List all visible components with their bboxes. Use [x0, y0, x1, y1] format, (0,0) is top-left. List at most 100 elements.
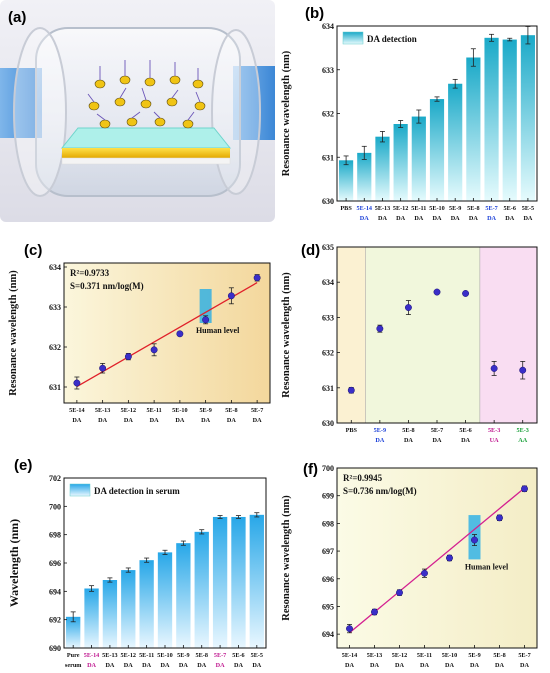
- x-tick-label: 5E-12: [121, 652, 136, 659]
- y-tick-label: 633: [322, 313, 334, 322]
- panel-label: (a): [8, 9, 26, 26]
- x-tick-sublabel: DA: [404, 437, 413, 444]
- x-tick-sublabel: DA: [360, 215, 369, 222]
- legend-swatch: [342, 31, 364, 45]
- x-tick-sublabel: DA: [216, 662, 225, 669]
- y-tick-label: 690: [49, 644, 61, 653]
- x-tick-sublabel: DA: [234, 662, 243, 669]
- x-tick-label: 5E-8: [225, 407, 237, 414]
- region-band: [365, 247, 480, 423]
- y-tick-label: 702: [49, 474, 61, 483]
- bar: [448, 83, 463, 201]
- data-point: [346, 625, 353, 633]
- x-tick-label: 5E-6: [459, 427, 471, 434]
- x-tick-sublabel: DA: [451, 215, 460, 222]
- x-tick-sublabel: DA: [87, 662, 96, 669]
- x-tick-label: 5E-10: [442, 652, 457, 659]
- y-tick-label: 633: [322, 66, 334, 75]
- bar: [466, 57, 481, 201]
- x-tick-label: 5E-3: [488, 427, 500, 434]
- y-axis-label: Wavelength (nm): [7, 519, 21, 607]
- data-point: [124, 353, 132, 361]
- panel-label: (d): [301, 242, 320, 259]
- x-tick-label: 5E-12: [392, 652, 407, 659]
- data-point: [73, 379, 81, 387]
- x-tick-sublabel: DA: [396, 215, 405, 222]
- x-tick-sublabel: DA: [252, 662, 261, 669]
- x-tick-sublabel: DA: [161, 662, 170, 669]
- x-tick-sublabel: DA: [72, 417, 81, 424]
- bar: [66, 616, 81, 648]
- bar: [194, 531, 209, 648]
- fit-line: [349, 487, 525, 634]
- y-tick-label: 698: [49, 531, 61, 540]
- x-tick-label: 5E-9: [449, 205, 461, 212]
- x-tick-label: 5E-11: [147, 407, 162, 414]
- x-tick-label: 5E-3: [517, 427, 529, 434]
- y-tick-label: 632: [49, 343, 61, 352]
- x-tick-label: 5E-11: [411, 205, 426, 212]
- bar: [121, 570, 136, 648]
- y-tick-label: 700: [322, 464, 334, 473]
- data-point: [519, 366, 527, 374]
- y-tick-label: 694: [49, 587, 61, 596]
- x-tick-label: 5E-13: [102, 652, 117, 659]
- x-tick-label: 5E-8: [493, 652, 505, 659]
- region-band: [479, 247, 537, 423]
- x-tick-label: 5E-11: [417, 652, 432, 659]
- data-point: [176, 330, 184, 338]
- x-tick-sublabel: DA: [375, 437, 384, 444]
- x-tick-label: PBS: [340, 205, 352, 212]
- y-tick-label: 699: [322, 492, 334, 501]
- panel-a: (a): [0, 0, 275, 222]
- x-tick-label: 5E-13: [375, 205, 390, 212]
- x-tick-label: 5E-9: [468, 652, 480, 659]
- x-tick-sublabel: DA: [469, 215, 478, 222]
- x-tick-label: 5E-10: [172, 407, 187, 414]
- chart-c: Human level 631 632 633 634 5E-14 DA 5E-13 DA 5E-…: [8, 242, 271, 424]
- data-point: [496, 514, 503, 522]
- x-tick-sublabel: DA: [433, 215, 442, 222]
- bar: [484, 37, 499, 201]
- panel-b: 630 631 632 633 634 PBS 5E-14 DA 5E-13 DA 5E-12 DA 5…: [275, 0, 550, 225]
- x-tick-sublabel: DA: [197, 662, 206, 669]
- x-tick-sublabel: DA: [495, 662, 504, 669]
- x-tick-label: 5E-13: [367, 652, 382, 659]
- x-tick-sublabel: DA: [227, 417, 236, 424]
- x-tick-label: 5E-11: [139, 652, 154, 659]
- bar: [157, 552, 173, 648]
- panel-c: Human level 631 632 633 634 5E-14 DA 5E-13 DA 5E-…: [0, 225, 275, 447]
- y-tick-label: 694: [322, 630, 334, 639]
- data-point: [376, 325, 384, 333]
- x-tick-sublabel: DA: [370, 662, 379, 669]
- x-tick-label: 5E-5: [522, 205, 534, 212]
- bar: [411, 116, 426, 201]
- y-tick-label: 696: [322, 575, 334, 584]
- y-tick-label: 692: [49, 616, 61, 625]
- x-tick-label: 5E-7: [214, 652, 226, 659]
- y-tick-label: 631: [322, 384, 334, 393]
- fit-annotation: R²=0.9733: [70, 268, 110, 278]
- x-tick-sublabel: DA: [175, 417, 184, 424]
- bar: [520, 35, 535, 201]
- bar: [393, 124, 408, 201]
- x-tick-label: 5E-7: [485, 205, 497, 212]
- fit-line: [76, 282, 258, 388]
- fit-annotation: S=0.736 nm/log(M): [343, 486, 417, 496]
- x-tick-sublabel: DA: [124, 662, 133, 669]
- data-point: [421, 569, 428, 577]
- y-tick-label: 700: [49, 502, 61, 511]
- x-tick-label: 5E-9: [199, 407, 211, 414]
- legend-label: DA detection: [367, 34, 417, 44]
- panel-label: (e): [14, 457, 32, 474]
- x-tick-sublabel: serum: [65, 662, 82, 669]
- panel-label: (c): [24, 242, 42, 259]
- bar: [176, 543, 191, 648]
- bar: [357, 152, 372, 201]
- plot-background: [64, 263, 270, 403]
- x-tick-label: 5E-8: [402, 427, 414, 434]
- data-point: [446, 554, 453, 562]
- x-tick-label: 5E-14: [69, 407, 84, 414]
- data-point: [462, 290, 470, 297]
- y-tick-label: 632: [322, 110, 334, 119]
